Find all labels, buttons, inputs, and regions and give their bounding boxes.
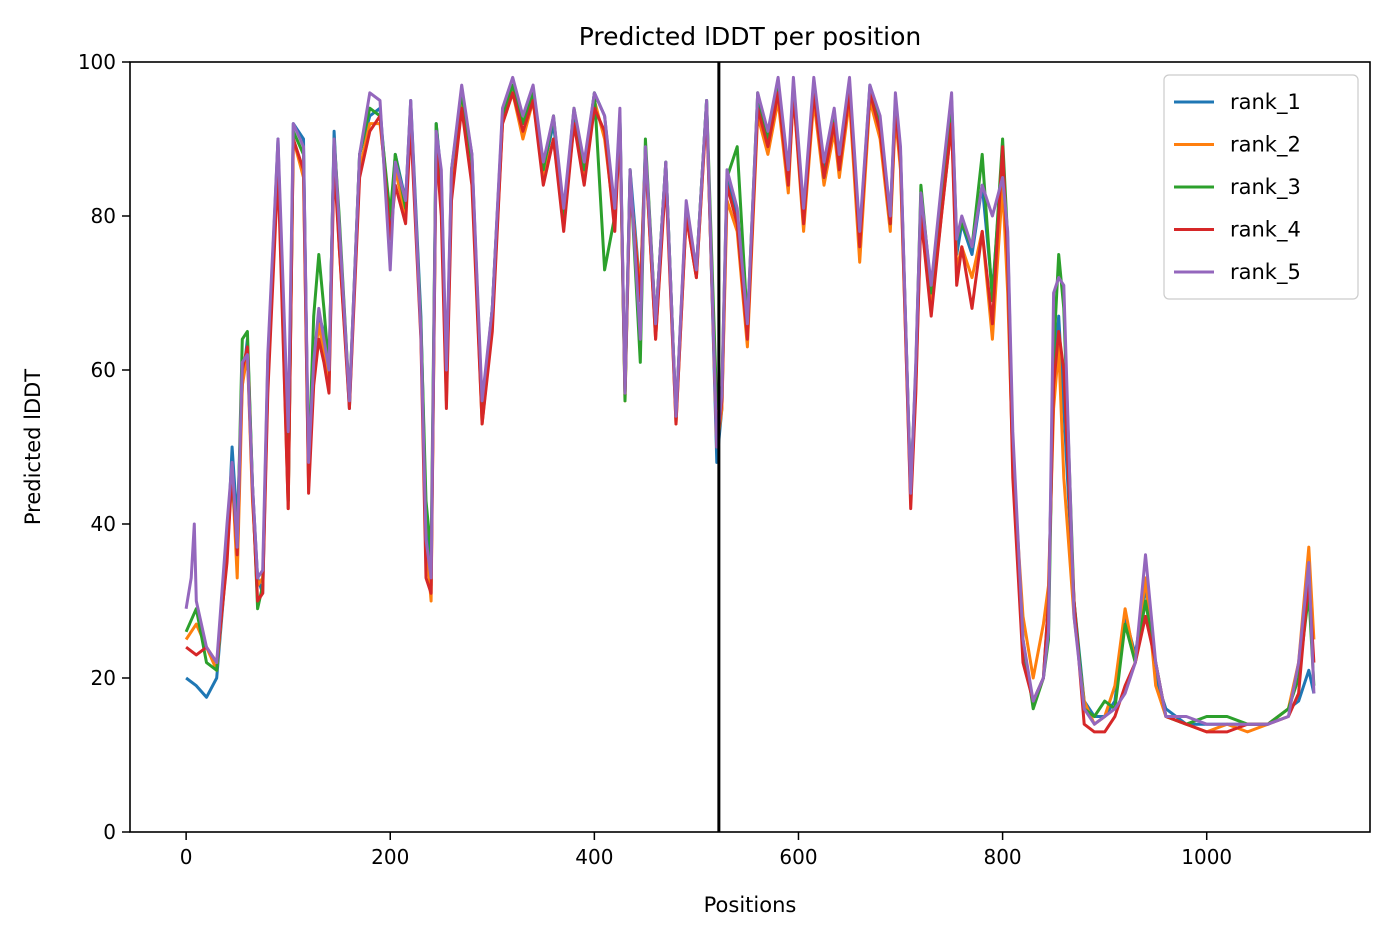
x-axis: 0 200 400 600 800 1000 <box>180 832 1232 869</box>
x-tick-label: 1000 <box>1181 845 1232 869</box>
series-line-rank_1 <box>185 83 1316 726</box>
y-axis: 0 20 40 60 80 100 <box>78 50 130 844</box>
y-tick-label: 60 <box>91 358 116 382</box>
x-tick-label: 400 <box>575 845 613 869</box>
y-tick-label: 20 <box>91 666 116 690</box>
series-layer <box>184 75 1316 734</box>
series-line-rank_3 <box>184 83 1316 726</box>
x-axis-title: Positions <box>704 893 797 917</box>
x-tick-label: 800 <box>983 845 1021 869</box>
legend-label-rank_2: rank_2 <box>1230 133 1301 158</box>
legend-label-rank_1: rank_1 <box>1230 90 1301 115</box>
legend-label-rank_5: rank_5 <box>1230 260 1301 285</box>
y-tick-label: 80 <box>91 204 116 228</box>
legend-label-rank_3: rank_3 <box>1230 175 1301 200</box>
chart-title: Predicted lDDT per position <box>579 22 921 51</box>
y-tick-label: 40 <box>91 512 116 536</box>
y-axis-title: Predicted lDDT <box>21 369 45 525</box>
legend: rank_1 rank_2 rank_3 rank_4 rank_5 <box>1163 74 1359 300</box>
legend-box <box>1163 74 1359 300</box>
plot-frame <box>129 61 1371 833</box>
x-tick-label: 600 <box>779 845 817 869</box>
y-tick-label: 100 <box>78 50 116 74</box>
series-line-rank_4 <box>185 91 1316 734</box>
y-tick-label: 0 <box>103 820 116 844</box>
series-line-rank_2 <box>184 91 1316 734</box>
series-line-rank_5 <box>184 75 1316 726</box>
legend-label-rank_4: rank_4 <box>1230 218 1301 243</box>
x-tick-label: 200 <box>371 845 409 869</box>
x-tick-label: 0 <box>180 845 193 869</box>
